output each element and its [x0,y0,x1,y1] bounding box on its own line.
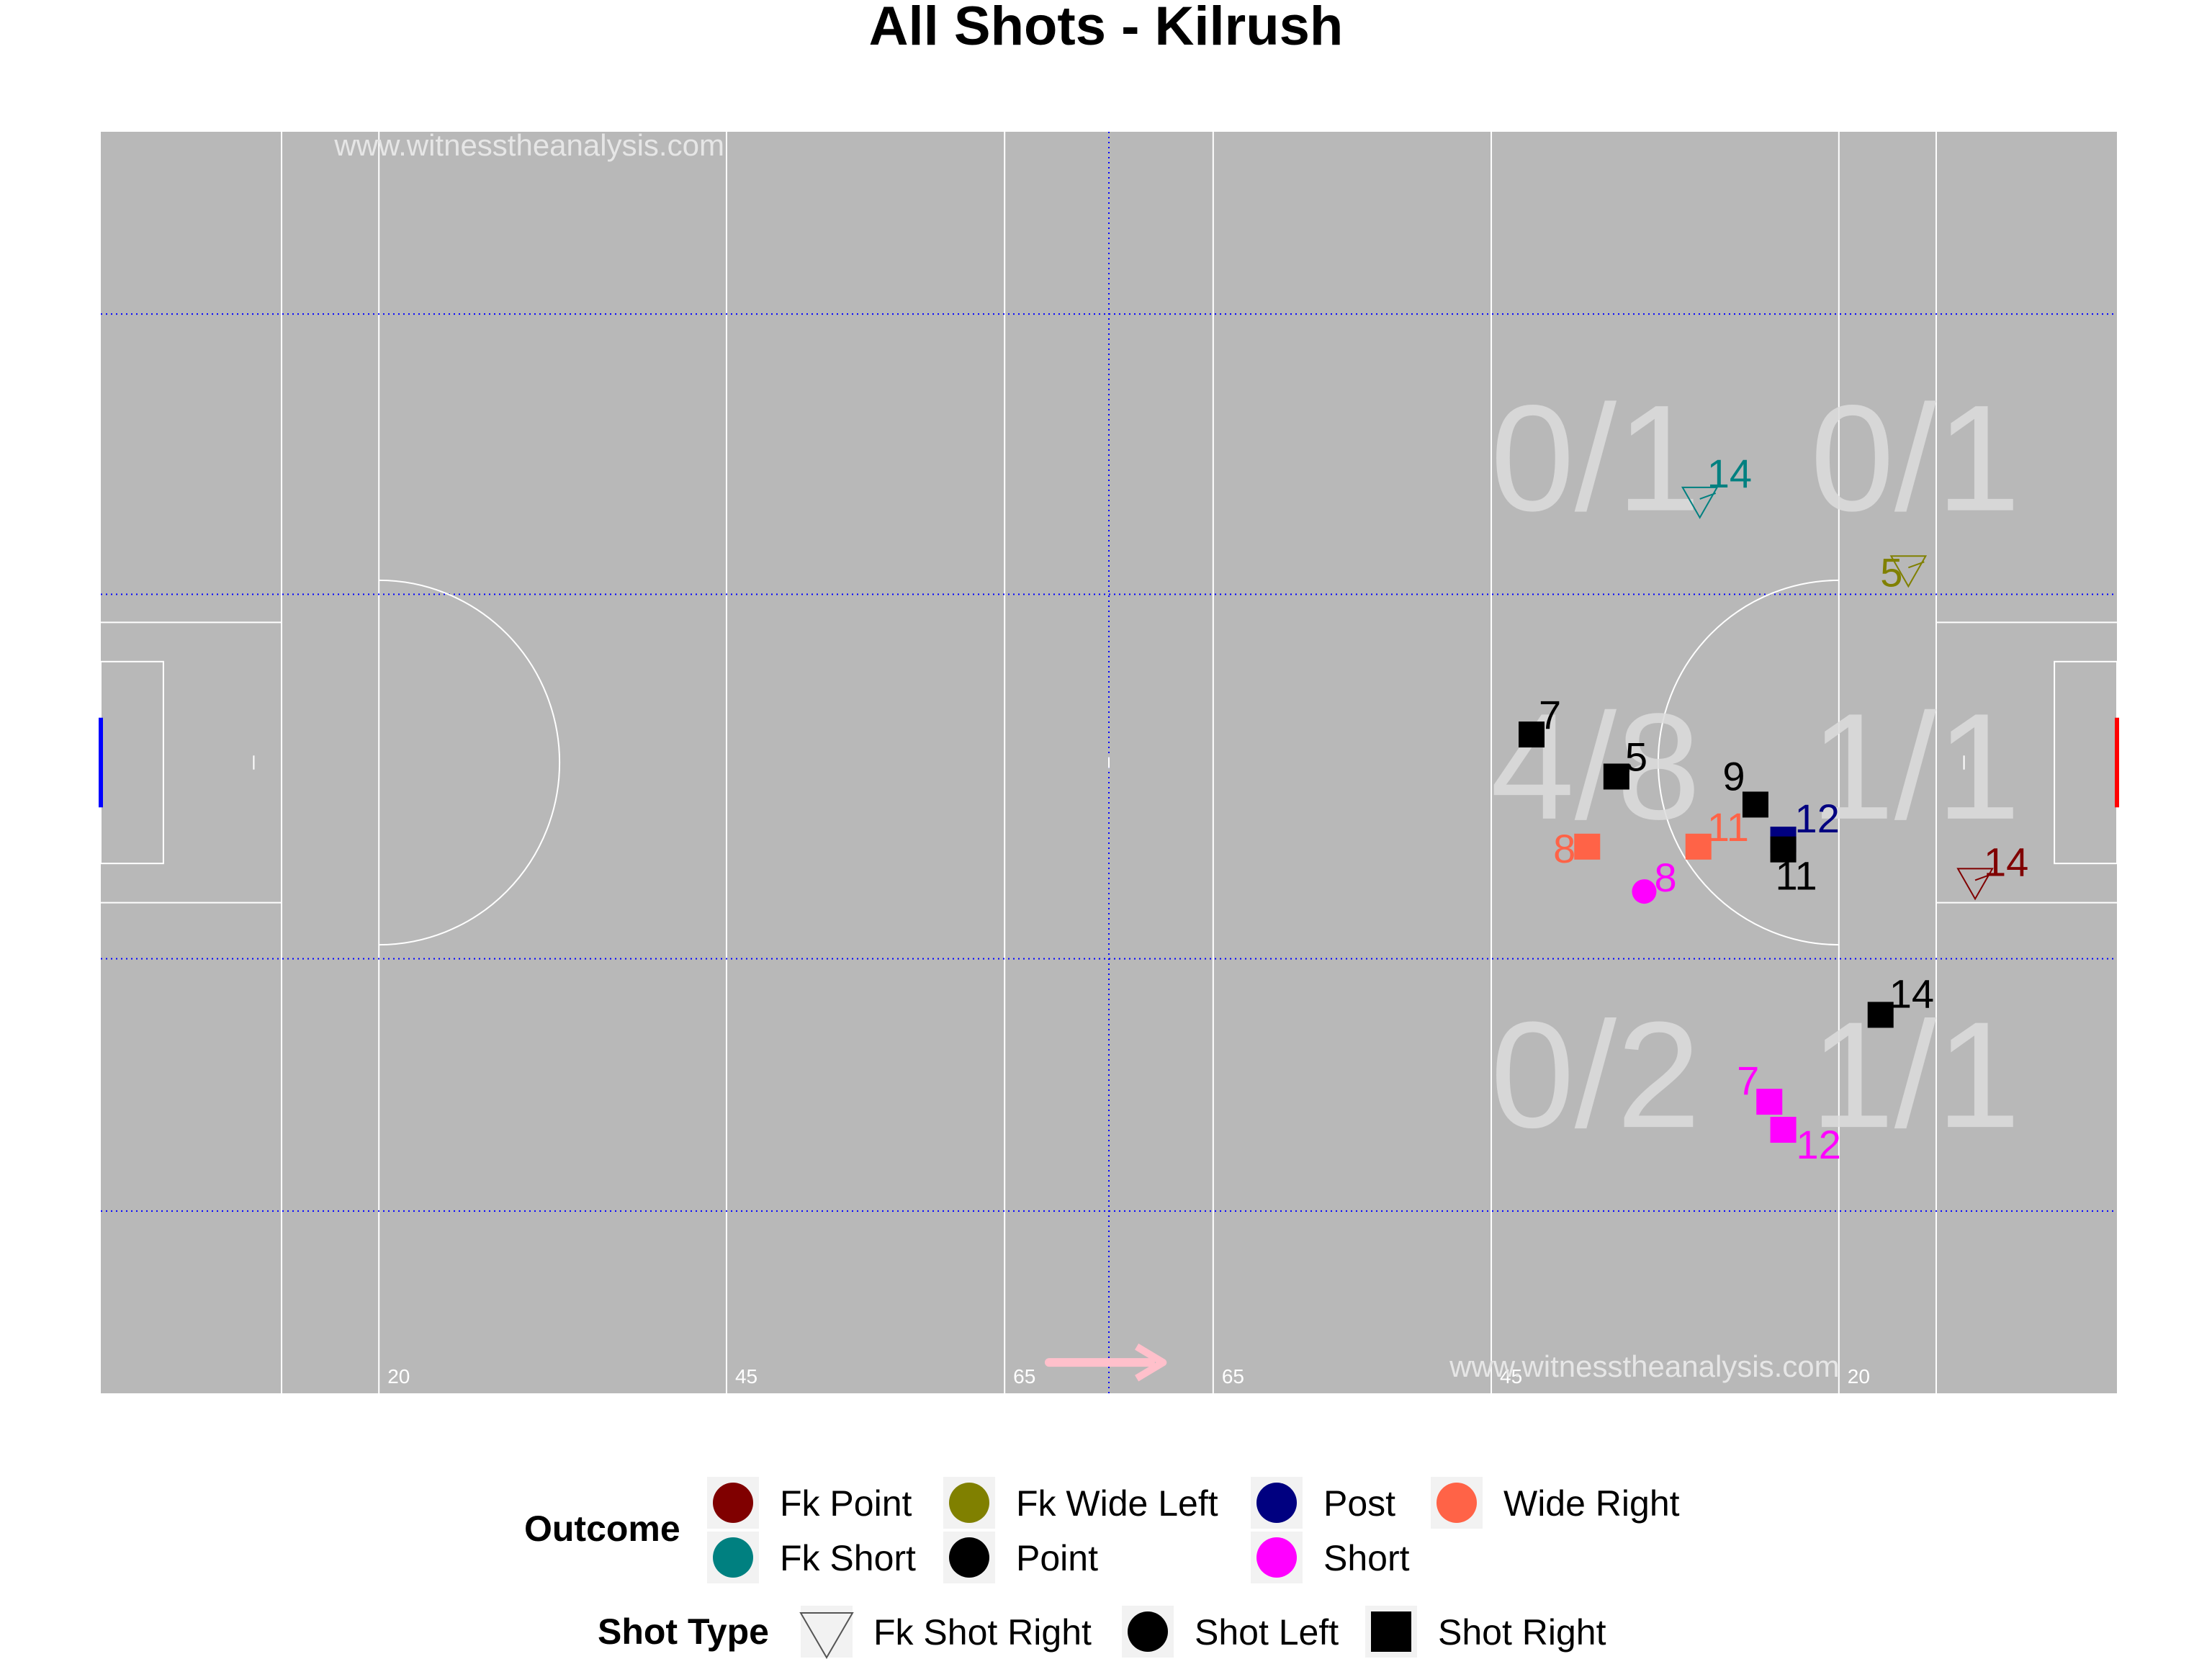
legend-outcome-swatch [1437,1483,1477,1523]
distance-label-4: 45 [1500,1365,1522,1388]
shot-label: 14 [1889,971,1934,1016]
shot-10: 14 [1956,839,2028,901]
shot-marker [1519,721,1545,748]
zone-label-0: 0/1 [1491,374,1701,543]
legend-type-label: Fk Shot Right [873,1612,1092,1653]
watermark-bottom: www.witnesstheanalysis.com [1449,1349,1840,1383]
shot-9: 8 [1632,855,1677,904]
zone-label-2: 4/8 [1491,682,1701,851]
legend-outcome-swatch [1256,1483,1297,1523]
legend-outcome-swatch [713,1537,753,1578]
legend-outcome-item-1: Fk Short [707,1532,916,1583]
shot-label: 7 [1737,1058,1759,1103]
legend-outcome-item-3: Point [943,1532,1098,1583]
legend-type-label: Shot Right [1438,1612,1606,1653]
shot-label: 8 [1654,855,1676,900]
shot-12: 7 [1737,1058,1783,1115]
shot-label: 12 [1795,796,1840,841]
shot-13: 12 [1770,1117,1841,1167]
legend-type-item-0: Fk Shot Right [799,1606,1092,1659]
legend-outcome-item-2: Fk Wide Left [943,1477,1218,1529]
shot-marker [1956,868,1994,901]
legend: Outcome Fk Point Fk Short Fk Wide Left Point… [524,1477,1680,1659]
shot-marker [1574,833,1601,860]
legend-type-item-1: Shot Left [1122,1606,1339,1658]
shot-marker [1632,879,1657,904]
shot-6: 11 [1770,836,1817,899]
shot-label: 5 [1880,549,1902,595]
shot-marker-tick [1974,873,1992,881]
chart-title: All Shots - Kilrush [869,0,1344,57]
legend-outcome-label: Fk Short [780,1538,916,1578]
shot-marker [1889,555,1928,588]
legend-outcome-swatch [949,1537,989,1578]
shot-marker [1770,1117,1797,1143]
zone-labels: 0/1 0/1 4/8 1/1 0/2 1/1 [1491,374,2020,1160]
shot-11: 14 [1867,971,1934,1028]
legend-outcome-item-5: Short [1251,1532,1410,1583]
legend-type-swatch [1128,1611,1168,1652]
legend-type-item-2: Shot Right [1365,1606,1606,1658]
shot-marker [1603,763,1629,790]
legend-outcome-swatch [713,1483,753,1523]
distance-label-2: 65 [1013,1365,1035,1388]
shot-8: 8 [1553,826,1601,871]
legend-type-swatch [1371,1611,1411,1652]
direction-arrow-head [1135,1343,1167,1382]
legend-type-title: Shot Type [598,1611,769,1652]
legend-outcome-item-6: Wide Right [1431,1477,1680,1529]
shot-marker [1742,791,1768,818]
shot-marker [1685,833,1712,860]
pitch: 20 45 65 65 45 20 www.witnesstheanalysis.com ww… [99,128,2119,1393]
shot-label: 14 [1707,451,1752,496]
shot-marker [1681,486,1719,519]
legend-outcome-label: Short [1323,1538,1410,1578]
legend-outcome-label: Fk Wide Left [1016,1483,1218,1524]
shot-markers: 14 5 7 5 9 12 11 11 8 8 14 14 7 12 [1519,451,2028,1167]
zone-label-3: 1/1 [1810,682,2020,851]
shot-2: 7 [1519,692,1561,748]
shot-label: 8 [1553,826,1575,871]
zone-label-4: 0/2 [1491,990,1701,1159]
zone-label-5: 1/1 [1810,990,2020,1159]
legend-outcome-swatch [949,1483,989,1523]
legend-outcome-label: Fk Point [780,1483,912,1524]
distance-label-5: 20 [1848,1365,1870,1388]
legend-outcome-title: Outcome [524,1509,680,1549]
legend-key-bg [801,1606,853,1658]
distance-label-1: 45 [735,1365,757,1388]
legend-type-label: Shot Left [1195,1612,1339,1653]
shot-label: 12 [1797,1122,1841,1167]
shot-label: 7 [1539,692,1561,737]
legend-type-swatch [799,1612,854,1659]
legend-outcome-item-4: Post [1251,1477,1395,1529]
legend-outcome-label: Point [1016,1538,1098,1578]
shot-1: 5 [1880,549,1928,595]
legend-outcome-label: Wide Right [1503,1483,1680,1524]
distance-label-0: 20 [387,1365,410,1388]
watermark-top: www.witnesstheanalysis.com [333,128,724,162]
shot-3: 5 [1603,734,1647,790]
right-d-arc [1657,579,1839,946]
zone-label-1: 0/1 [1810,374,2020,543]
distance-label-3: 65 [1222,1365,1244,1388]
shot-marker [1867,1002,1894,1028]
legend-outcome-item-0: Fk Point [707,1477,912,1529]
legend-outcome-swatch [1256,1537,1297,1578]
shot-label: 11 [1775,853,1817,899]
shot-label: 9 [1722,753,1745,799]
shot-label: 14 [1984,839,2028,884]
shot-marker-tick [1908,561,1925,569]
left-d-arc [379,579,561,946]
legend-outcome-label: Post [1323,1483,1395,1524]
shot-0: 14 [1681,451,1752,519]
shot-marker [1756,1089,1783,1115]
shot-marker [1770,836,1797,863]
shot-marker-tick [1699,492,1717,500]
shot-4: 9 [1722,753,1768,818]
shot-label: 11 [1707,804,1749,850]
shot-label: 5 [1625,734,1647,779]
shot-7: 11 [1685,804,1749,860]
